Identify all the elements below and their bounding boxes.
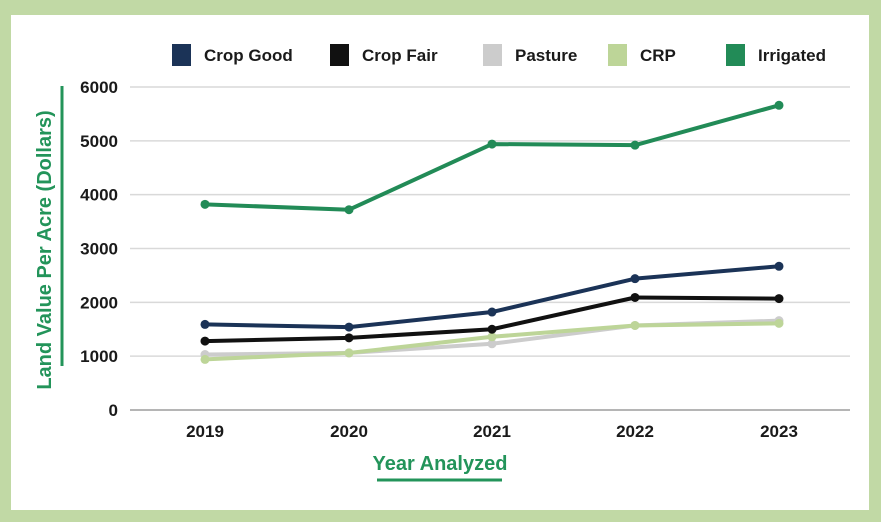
- data-point: [487, 324, 497, 334]
- data-point: [487, 339, 497, 349]
- legend-item-irrigated: Irrigated: [726, 44, 826, 66]
- data-point: [774, 318, 784, 328]
- legend-label: Pasture: [515, 46, 577, 65]
- x-axis-ticks: 2019 2020 2021 2022 2023: [186, 422, 798, 441]
- x-tick-label: 2023: [760, 422, 798, 441]
- y-axis-title: Land Value Per Acre (Dollars): [34, 110, 56, 389]
- y-tick-label: 6000: [80, 78, 118, 97]
- y-tick-label: 4000: [80, 186, 118, 205]
- legend-swatch: [726, 44, 745, 66]
- series-group: [200, 100, 784, 364]
- legend-item-pasture: Pasture: [483, 44, 577, 66]
- legend-item-crop-good: Crop Good: [172, 44, 293, 66]
- data-point: [344, 322, 354, 332]
- data-point: [487, 307, 497, 317]
- x-tick-label: 2020: [330, 422, 368, 441]
- data-point: [487, 332, 497, 342]
- data-point: [200, 319, 210, 329]
- y-tick-label: 2000: [80, 293, 118, 312]
- x-tick-label: 2022: [616, 422, 654, 441]
- chart-panel: [11, 15, 869, 510]
- y-tick-label: 5000: [80, 132, 118, 151]
- gridlines: [130, 86, 850, 411]
- legend-label: Irrigated: [758, 46, 826, 65]
- legend-item-crp: CRP: [608, 44, 676, 66]
- data-point: [630, 140, 640, 150]
- series-irrigated: [200, 100, 784, 215]
- data-point: [200, 336, 210, 346]
- x-tick-label: 2019: [186, 422, 224, 441]
- data-point: [200, 199, 210, 209]
- legend-swatch: [330, 44, 349, 66]
- y-tick-label: 0: [109, 401, 118, 420]
- legend-swatch: [608, 44, 627, 66]
- data-point: [774, 100, 784, 110]
- data-point: [200, 354, 210, 364]
- y-tick-label: 1000: [80, 347, 118, 366]
- series-crop-fair: [200, 292, 784, 346]
- legend: Crop Good Crop Fair Pasture CRP Irrigated: [172, 44, 826, 66]
- data-point: [344, 333, 354, 343]
- legend-swatch: [483, 44, 502, 66]
- legend-label: Crop Good: [204, 46, 293, 65]
- x-tick-label: 2021: [473, 422, 511, 441]
- data-point: [344, 205, 354, 215]
- x-axis-title: Year Analyzed: [373, 453, 508, 475]
- data-point: [344, 348, 354, 358]
- data-point: [630, 292, 640, 302]
- y-axis-ticks: 0 1000 2000 3000 4000 5000 6000: [80, 78, 118, 420]
- y-tick-label: 3000: [80, 240, 118, 259]
- legend-label: CRP: [640, 46, 676, 65]
- data-point: [487, 139, 497, 149]
- legend-label: Crop Fair: [362, 46, 438, 65]
- series-crp: [200, 318, 784, 364]
- series-crop-good: [200, 261, 784, 332]
- legend-swatch: [172, 44, 191, 66]
- data-point: [774, 261, 784, 271]
- data-point: [774, 294, 784, 304]
- legend-item-crop-fair: Crop Fair: [330, 44, 438, 66]
- data-point: [630, 274, 640, 284]
- data-point: [630, 320, 640, 330]
